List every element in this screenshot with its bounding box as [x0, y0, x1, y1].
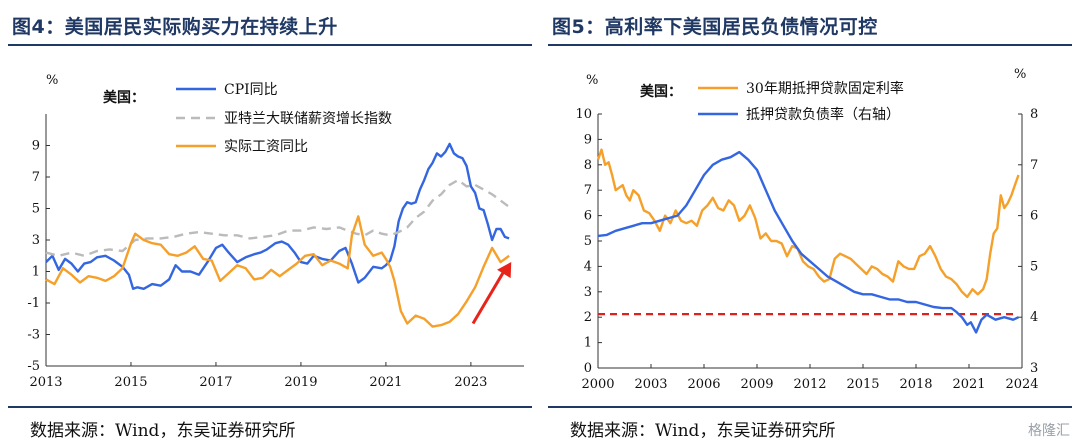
x-tick-label: 2006	[687, 377, 720, 392]
left-y-tick-label: 7	[584, 183, 592, 198]
trend-arrow	[471, 268, 507, 325]
x-tick-label: 2000	[581, 377, 614, 392]
series-line-atlanta	[45, 178, 510, 258]
series-line-real_wage	[45, 215, 510, 328]
watermark: 格隆汇	[1028, 423, 1070, 439]
right-y-axis-unit: %	[1014, 67, 1026, 82]
right-y-tick-label: 7	[1030, 158, 1038, 173]
y-tick-label: 3	[32, 233, 40, 248]
x-tick-label: 2024	[1005, 377, 1038, 392]
y-axis-unit: %	[46, 73, 58, 88]
series-line-debt_ratio	[597, 150, 1020, 334]
legend: CPI同比 亚特兰大联储薪资增长指数 实际工资同比	[176, 82, 392, 155]
source-divider	[548, 406, 1072, 408]
left-y-tick-label: 5	[584, 234, 592, 249]
x-tick-label: 2013	[29, 375, 62, 390]
right-y-tick-label: 6	[1030, 209, 1038, 224]
x-tick-label: 2015	[114, 375, 147, 390]
right-y-tick-label: 5	[1030, 259, 1038, 274]
wage-cpi-line-chart: % 美国： CPI同比 亚特兰大联储薪资增长指数 实际工资同比 -5 -3 -1 1 3…	[27, 73, 524, 390]
x-tick-label: 2021	[952, 377, 985, 392]
legend-label-real-wage: 实际工资同比	[224, 139, 308, 155]
trend-arrow-head	[497, 262, 512, 279]
mortgage-rate-debt-ratio-chart: % % 美国： 30年期抵押贷款固定利率 抵押贷款负债率（右轴） 0 1 2 3 4 5 6…	[575, 67, 1038, 392]
y-tick-label: -3	[27, 328, 40, 343]
x-tick-label: 2023	[454, 375, 487, 390]
y-tick-label: -1	[27, 296, 40, 311]
figure-title: 图4：美国居民实际购买力在持续上升	[12, 16, 338, 38]
right-panel: 图5：高利率下美国居民负债情况可控 % % 美国： 30年期抵押贷款固定利率 抵…	[548, 0, 1076, 446]
series-line-mortgage_rate	[596, 148, 1020, 299]
data-source-note: 数据来源：Wind，东吴证券研究所	[30, 421, 296, 441]
left-panel: 图4：美国居民实际购买力在持续上升 % 美国： CPI同比 亚特兰大联储薪资增长…	[8, 0, 536, 446]
left-y-tick-label: 1	[584, 336, 592, 351]
x-tick-label: 2019	[284, 375, 317, 390]
source-divider	[8, 406, 532, 408]
y-tick-label: 1	[32, 265, 40, 280]
x-tick-label: 2018	[899, 377, 932, 392]
legend-group-label: 美国：	[103, 89, 145, 106]
right-y-tick-label: 4	[1030, 310, 1038, 325]
legend-label-mortgage-rate: 30年期抵押贷款固定利率	[746, 80, 904, 97]
figure-title: 图5：高利率下美国居民负债情况可控	[552, 16, 878, 38]
y-tick-label: -5	[27, 359, 40, 374]
legend-group-label: 美国：	[640, 83, 682, 100]
x-tick-label: 2003	[634, 377, 667, 392]
left-y-tick-label: 10	[575, 107, 592, 122]
data-source-note: 数据来源：Wind，东吴证券研究所	[570, 421, 836, 441]
right-y-tick-label: 8	[1030, 107, 1038, 122]
legend: 30年期抵押贷款固定利率 抵押贷款负债率（右轴）	[698, 80, 904, 123]
left-y-axis-unit: %	[586, 73, 598, 88]
left-y-tick-label: 4	[584, 259, 592, 274]
legend-label-cpi: CPI同比	[224, 82, 278, 98]
x-tick-label: 2009	[740, 377, 773, 392]
left-y-tick-label: 2	[584, 310, 592, 325]
title-divider	[548, 44, 1072, 46]
x-tick-label: 2015	[846, 377, 879, 392]
left-y-tick-label: 3	[584, 285, 592, 300]
y-tick-label: 9	[32, 139, 40, 154]
left-y-tick-label: 0	[584, 361, 592, 376]
x-tick-label: 2021	[369, 375, 402, 390]
right-y-tick-label: 3	[1030, 361, 1038, 376]
y-tick-label: 5	[32, 202, 40, 217]
series-line-cpi	[45, 142, 510, 291]
y-tick-label: 7	[32, 170, 40, 185]
x-tick-label: 2017	[199, 375, 232, 390]
left-y-tick-label: 8	[584, 158, 592, 173]
left-y-tick-label: 9	[584, 132, 592, 147]
legend-label-atlanta-fed: 亚特兰大联储薪资增长指数	[224, 111, 392, 127]
title-divider	[8, 44, 532, 46]
x-tick-label: 2012	[793, 377, 826, 392]
left-y-tick-label: 6	[584, 209, 592, 224]
legend-label-debt-ratio: 抵押贷款负债率（右轴）	[746, 106, 900, 123]
